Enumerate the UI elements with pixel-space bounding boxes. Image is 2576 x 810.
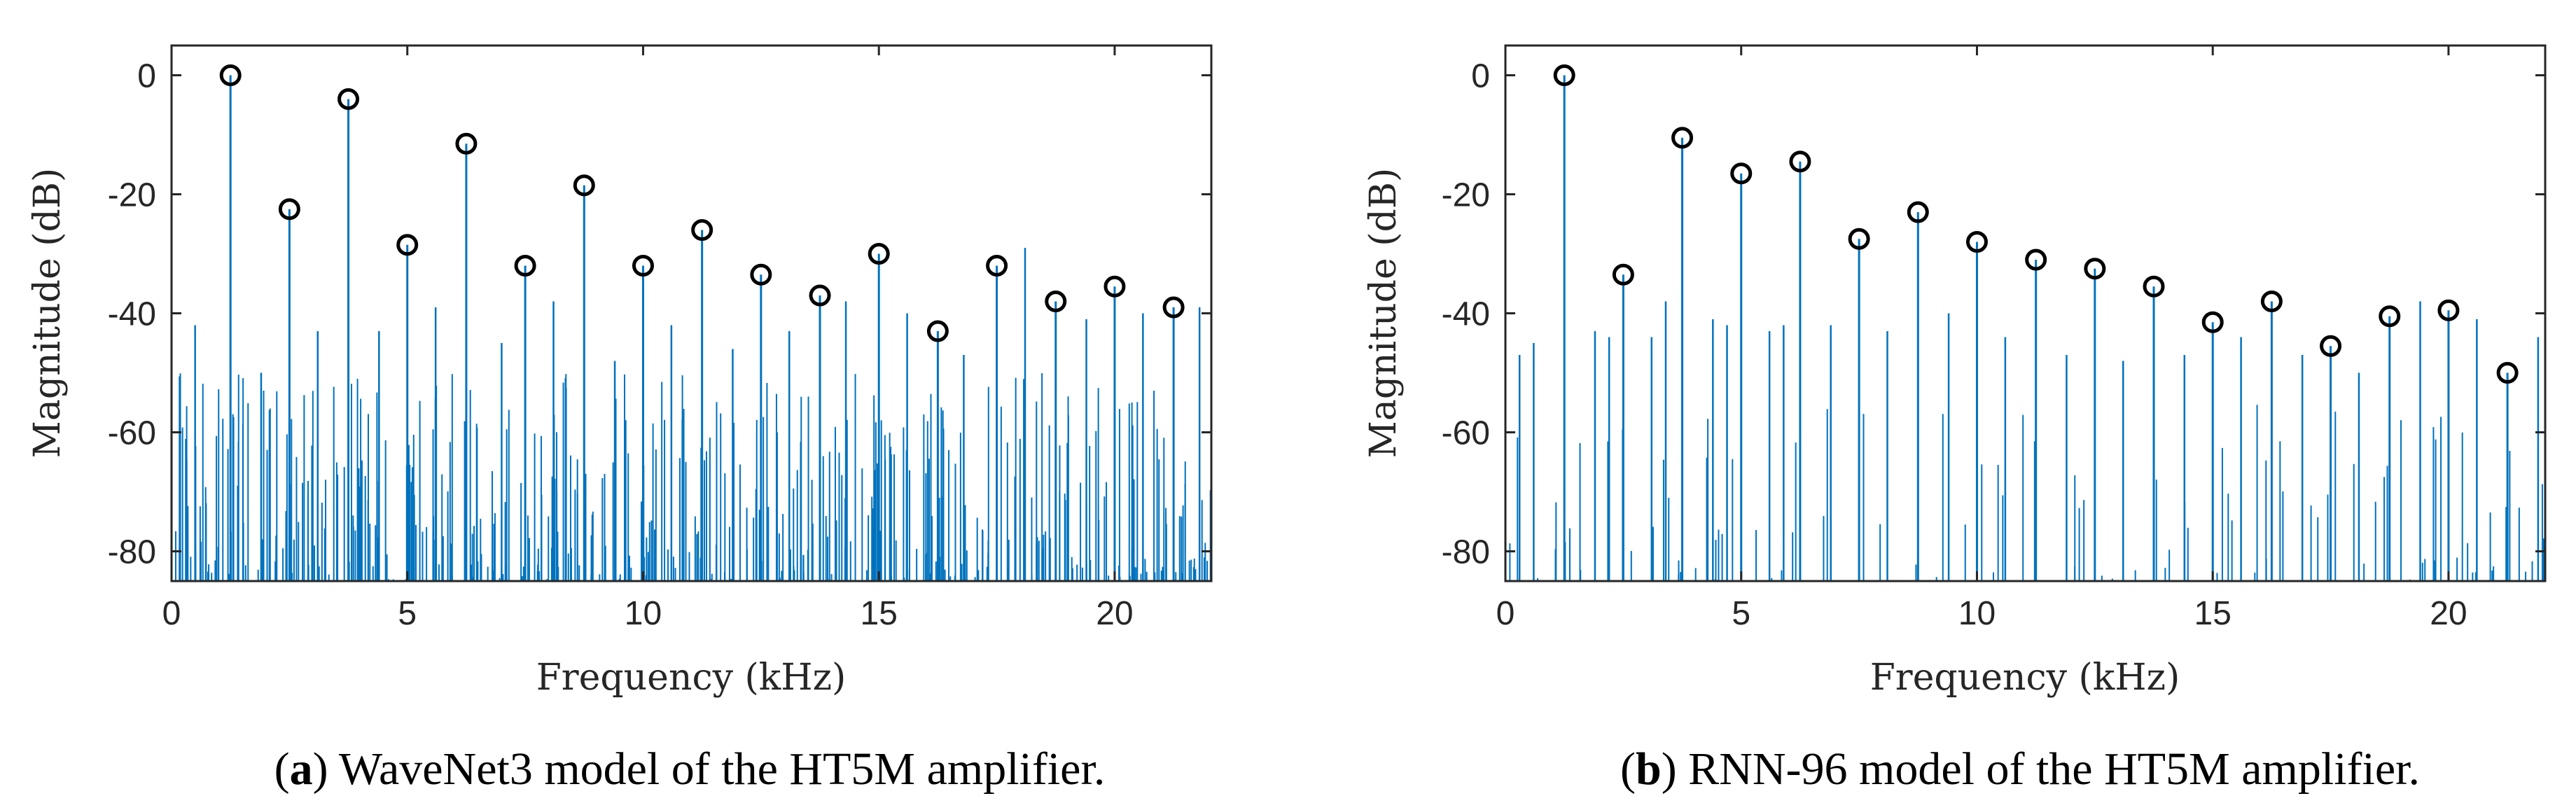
harmonic-marker (2025, 249, 2047, 271)
y-ticks-a: 0 -20 -40 -60 -80 (108, 58, 1211, 571)
harmonic-marker (1045, 291, 1067, 312)
stems-a (170, 75, 1211, 581)
caption-text-b: RNN-96 model of the HT5M amplifier. (1677, 743, 2420, 795)
y-axis-title-b: Magnitude (dB) (1363, 168, 1405, 459)
harmonic-marker (1612, 263, 1634, 286)
harmonic-marker (1965, 231, 1988, 253)
x-tick-label: 0 (162, 595, 181, 632)
harmonic-marker (750, 263, 772, 286)
harmonic-marker (1103, 275, 1126, 298)
x-tick-label: 0 (1496, 595, 1515, 632)
harmonic-marker (2496, 362, 2519, 384)
harmonic-marker (514, 255, 536, 277)
harmonic-marker (2379, 305, 2401, 328)
x-axis-title-b: Frequency (kHz) (1870, 657, 2180, 699)
harmonic-marker (1162, 296, 1185, 319)
harmonic-marker (809, 284, 831, 307)
harmonic-marker (868, 243, 890, 265)
harmonic-marker (986, 255, 1008, 277)
stems-b (1504, 75, 2544, 581)
y-tick-label: -60 (108, 415, 156, 452)
x-tick-label: 5 (398, 595, 417, 632)
x-ticks-a: 0 5 10 15 20 (162, 46, 1134, 632)
harmonic-marker (926, 320, 949, 342)
panel-b: 0 5 10 15 20 0 -20 -40 -60 -80 Frequency (kHz) M… (1363, 44, 2547, 795)
caption-a: (a) WaveNet3 model of the HT5M amplifier… (274, 743, 1106, 795)
plot-area-b (1505, 46, 2545, 581)
caption-b: (b) RNN-96 model of the HT5M amplifier. (1620, 743, 2420, 795)
caption-text-a: WaveNet3 model of the HT5M amplifier. (328, 743, 1106, 795)
harmonic-marker (573, 174, 595, 197)
harmonic-marker (1789, 151, 1811, 173)
harmonic-marker (455, 132, 478, 155)
y-tick-label: -80 (1442, 534, 1490, 571)
caption-letter-a: a (290, 743, 313, 795)
harmonic-marker (2320, 335, 2342, 357)
harmonic-marker (1848, 228, 1870, 250)
y-tick-label: -20 (108, 177, 156, 214)
harmonic-marker (632, 255, 654, 277)
x-tick-label: 10 (1958, 595, 1996, 632)
harmonic-marker (2143, 275, 2165, 298)
harmonic-marker (2260, 291, 2283, 312)
y-tick-label: -60 (1442, 415, 1490, 452)
y-tick-label: -80 (108, 534, 156, 571)
harmonic-marker (2437, 299, 2460, 321)
harmonic-markers-a (219, 64, 1185, 342)
x-tick-label: 20 (2430, 595, 2467, 632)
y-tick-label: -20 (1442, 177, 1490, 214)
y-tick-label: 0 (1471, 58, 1490, 95)
y-tick-label: -40 (108, 296, 156, 333)
x-ticks-b: 0 5 10 15 20 (1496, 46, 2467, 632)
harmonic-marker (691, 219, 713, 241)
panel-a: 0 5 10 15 20 0 -20 -40 -60 -80 Frequency (kHz) M… (27, 44, 1213, 795)
harmonic-markers-b (1553, 64, 2519, 384)
harmonic-marker (2201, 311, 2224, 333)
harmonic-marker (278, 198, 300, 221)
harmonic-marker (219, 64, 242, 86)
y-tick-label: -40 (1442, 296, 1490, 333)
x-axis-title-a: Frequency (kHz) (536, 657, 847, 699)
x-tick-label: 5 (1732, 595, 1750, 632)
caption-letter-b: b (1636, 743, 1662, 795)
harmonic-marker (1907, 201, 1929, 223)
x-tick-label: 20 (1096, 595, 1133, 632)
harmonic-marker (1553, 64, 1575, 86)
harmonic-marker (396, 234, 419, 256)
harmonic-marker (2084, 258, 2106, 280)
harmonic-marker (337, 88, 360, 110)
y-axis-title-a: Magnitude (dB) (27, 168, 69, 459)
x-tick-label: 15 (2194, 595, 2232, 632)
x-tick-label: 10 (625, 595, 662, 632)
y-ticks-b: 0 -20 -40 -60 -80 (1442, 58, 2545, 571)
y-tick-label: 0 (137, 58, 156, 95)
harmonic-marker (1730, 162, 1753, 185)
harmonic-marker (1671, 127, 1694, 149)
x-tick-label: 15 (861, 595, 898, 632)
